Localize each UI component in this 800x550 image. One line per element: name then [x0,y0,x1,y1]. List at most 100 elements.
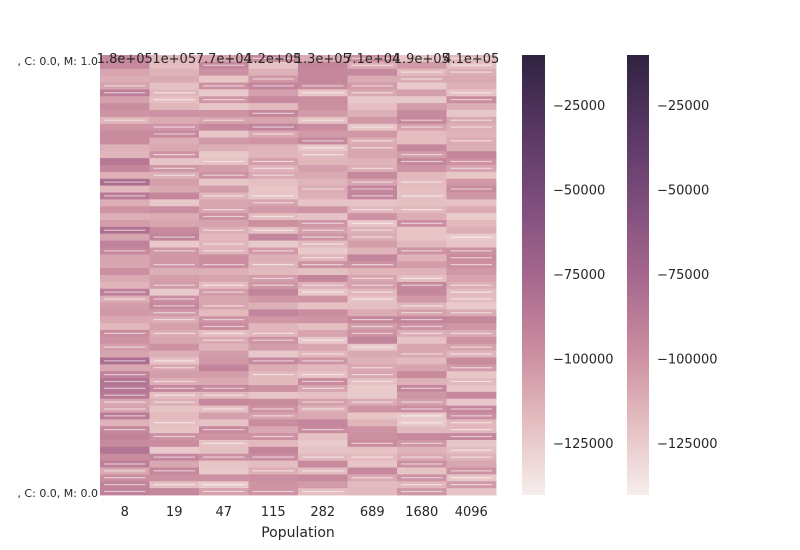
cell-streak [351,442,393,444]
heatmap-cell [199,433,249,441]
cell-streak [351,140,393,142]
heatmap-cell [397,103,447,111]
heatmap-cell [347,171,398,180]
heatmap-cell [298,171,348,180]
cell-streak [302,408,344,410]
cell-streak [351,284,393,286]
heatmap-cell [149,75,200,83]
heatmap-cell [397,426,447,434]
cell-streak [252,195,294,197]
heatmap-cell [446,316,497,324]
cell-streak [153,360,195,362]
heatmap-cell [149,103,200,111]
heatmap-cell [347,158,398,166]
cell-streak [450,470,492,472]
cell-streak [104,394,146,396]
heatmap-cell [149,275,200,283]
heatmap-cell [397,82,447,90]
heatmap-cell [248,103,299,111]
cell-label: 4.1e+05 [443,52,499,67]
heatmap-cell [446,206,497,214]
heatmap-cell [446,178,497,187]
heatmap-cell [149,110,200,118]
heatmap-cell [199,378,249,386]
cell-streak [351,374,393,376]
heatmap-cell [397,89,447,97]
cell-streak [203,387,245,389]
heatmap-cell [100,61,150,70]
heatmap-cell [199,89,249,97]
heatmap-cell [397,226,447,235]
heatmap-cell [149,474,200,482]
heatmap-cell [248,323,299,331]
heatmap-cell [298,213,348,221]
x-tick-labels: 8 19 47 115 282 689 1680 4096 [121,505,488,520]
cell-streak [153,126,195,128]
heatmap-cell [199,185,249,193]
heatmap-cell [397,268,447,276]
cell-streak [153,401,195,403]
cell-streak [104,374,146,376]
cell-streak [401,332,443,334]
cell-streak [252,339,294,341]
cell-streak [153,167,195,169]
cell-streak [302,257,344,259]
heatmap-cell [149,488,200,496]
cell-streak [104,490,146,493]
heatmap-cell [446,226,497,235]
heatmap-cell [248,137,299,145]
heatmap-cell [199,419,249,427]
cell-streak [351,222,393,224]
heatmap-cell [100,323,150,331]
heatmap-cell [149,323,200,331]
cell-streak [104,360,146,362]
cell-streak [401,442,443,444]
heatmap-cell [298,343,348,352]
heatmap-cell [100,268,150,276]
cell-streak [351,380,393,383]
heatmap-cell [199,467,249,475]
cell-streak [153,484,195,486]
heatmap-cell [446,103,497,111]
cell-streak [401,325,443,328]
heatmap-cell [199,364,249,372]
heatmap-cell [248,350,299,358]
cell-streak [104,195,146,197]
cell-streak [104,229,146,231]
cell-streak [351,57,393,59]
cell-streak [401,319,443,321]
heatmap-cell [446,398,497,407]
cell-streak [351,209,393,211]
cell-streak [203,291,245,293]
heatmap-cell [446,371,497,379]
cell-streak [401,490,443,493]
heatmap-cell [100,151,150,159]
heatmap-cell [446,130,497,138]
heatmap-cell [397,144,447,152]
heatmap-cell [347,385,398,393]
heatmap-cell [446,82,497,90]
heatmap-cell [100,123,150,132]
cell-streak [153,305,195,307]
cell-streak [252,284,294,286]
cell-streak [351,92,393,94]
cell-streak [351,147,393,149]
heatmap-cell [298,446,348,455]
heatmap-cell [347,240,398,248]
cell-streak [153,298,195,300]
cell-streak [401,312,443,314]
cell-streak [104,408,146,410]
cell-streak [252,229,294,231]
cell-streak [252,490,294,493]
cell-streak [104,250,146,252]
cell-streak [252,415,294,417]
cell-streak [104,463,146,465]
cell-streak [450,291,492,293]
x-tick-label: 47 [215,505,232,520]
heatmap-cell [347,247,398,255]
colorbar-tick-label: −25000 [553,99,605,114]
heatmap-cell [149,55,200,63]
cell-streak [104,346,146,348]
heatmap-cell [347,213,398,221]
cell-streak [104,85,146,87]
